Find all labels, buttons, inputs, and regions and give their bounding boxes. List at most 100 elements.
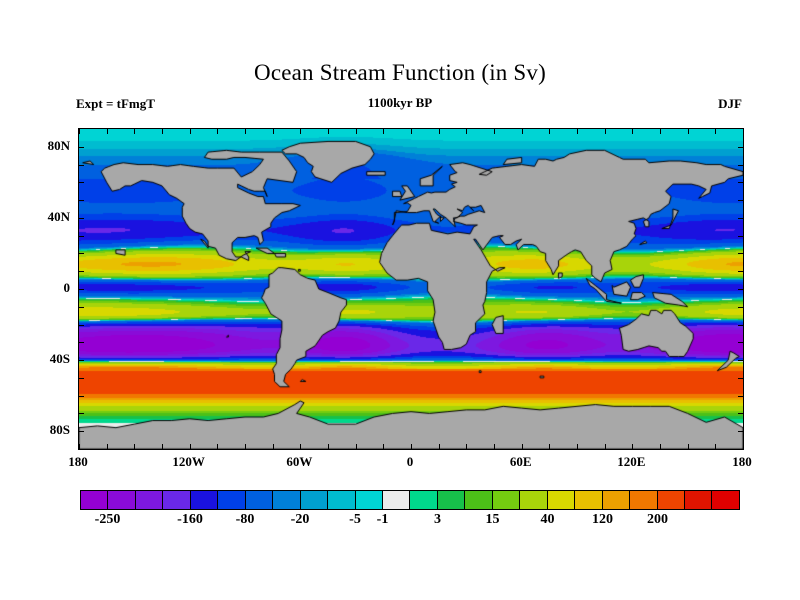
colorbar-segment [575, 491, 603, 509]
axis-tick-latitude [738, 431, 743, 432]
x-axis-label: 120W [172, 454, 205, 469]
x-axis-label: 60E [509, 454, 532, 469]
axis-tick-latitude [738, 200, 743, 201]
axis-tick-latitude [738, 413, 743, 414]
axis-tick-longitude [245, 444, 246, 449]
colorbar-tick-label: -5 [349, 512, 361, 527]
axis-tick-latitude [738, 289, 743, 290]
colorbar-segment [657, 491, 685, 509]
axis-tick-longitude [522, 129, 523, 134]
colorbar-segments [80, 490, 740, 510]
axis-tick-longitude [632, 129, 633, 134]
colorbar-segment [437, 491, 466, 509]
page-title: Ocean Stream Function (in Sv) [254, 60, 546, 85]
axis-tick-latitude [79, 271, 84, 272]
axis-tick-latitude [79, 200, 84, 201]
axis-tick-longitude [632, 444, 633, 449]
y-axis-label: 40S [49, 351, 70, 367]
colorbar [80, 490, 740, 510]
axis-tick-longitude [190, 129, 191, 134]
axis-tick-longitude [79, 444, 80, 449]
colorbar-segment [81, 491, 109, 509]
axis-tick-latitude [738, 182, 743, 183]
x-axis-label: 180 [68, 454, 88, 469]
axis-tick-latitude [79, 342, 84, 343]
ocean-stream-function-map [78, 128, 744, 450]
colorbar-segment [108, 491, 136, 509]
axis-tick-latitude [79, 396, 84, 397]
axis-tick-longitude [411, 129, 412, 134]
axis-tick-longitude [328, 129, 329, 134]
axis-tick-longitude [79, 129, 80, 134]
map-field-canvas [79, 129, 743, 449]
colorbar-segment [630, 491, 658, 509]
axis-tick-latitude [79, 253, 84, 254]
colorbar-segment [190, 491, 219, 509]
axis-tick-latitude [738, 360, 743, 361]
axis-tick-longitude [411, 444, 412, 449]
axis-tick-longitude [107, 444, 108, 449]
axis-tick-latitude [79, 413, 84, 414]
axis-tick-longitude [660, 444, 661, 449]
axis-tick-longitude [605, 444, 606, 449]
axis-tick-latitude [79, 147, 84, 148]
axis-tick-longitude [439, 129, 440, 134]
colorbar-segment [465, 491, 493, 509]
colorbar-segment [684, 491, 713, 509]
axis-tick-longitude [356, 129, 357, 134]
axis-tick-latitude [738, 325, 743, 326]
axis-tick-longitude [245, 129, 246, 134]
axis-tick-latitude [738, 165, 743, 166]
axis-tick-latitude [79, 378, 84, 379]
colorbar-segment [218, 491, 246, 509]
y-axis-label: 0 [63, 280, 71, 295]
colorbar-tick-label: 40 [540, 512, 555, 527]
axis-tick-longitude [162, 129, 163, 134]
colorbar-segment [355, 491, 383, 509]
axis-tick-latitude [738, 307, 743, 308]
axis-tick-latitude [79, 182, 84, 183]
colorbar-segment [163, 491, 191, 509]
y-axis-label: 80N [47, 137, 70, 153]
colorbar-segment [602, 491, 631, 509]
colorbar-segment [712, 491, 739, 509]
chart-subtitle: 1100kyr BP [367, 95, 433, 110]
axis-tick-longitude [743, 129, 744, 134]
axis-tick-longitude [549, 129, 550, 134]
axis-tick-longitude [522, 444, 523, 449]
axis-tick-latitude [738, 147, 743, 148]
axis-tick-latitude [79, 289, 84, 290]
axis-tick-longitude [190, 444, 191, 449]
axis-tick-longitude [549, 444, 550, 449]
colorbar-tick-label: 3 [434, 512, 441, 527]
axis-tick-longitude [273, 129, 274, 134]
axis-tick-latitude [738, 378, 743, 379]
axis-tick-longitude [217, 129, 218, 134]
axis-tick-longitude [577, 444, 578, 449]
y-axis-label: 80S [49, 422, 70, 438]
axis-tick-latitude [79, 218, 84, 219]
axis-tick-longitude [356, 444, 357, 449]
axis-tick-longitude [715, 444, 716, 449]
axis-tick-longitude [439, 444, 440, 449]
axis-tick-latitude [738, 253, 743, 254]
axis-tick-longitude [494, 129, 495, 134]
axis-tick-longitude [743, 444, 744, 449]
x-axis-label: 0 [406, 454, 414, 469]
colorbar-tick-label: 15 [485, 512, 500, 527]
axis-tick-longitude [688, 129, 689, 134]
axis-tick-longitude [328, 444, 329, 449]
axis-tick-longitude [134, 129, 135, 134]
axis-tick-latitude [738, 218, 743, 219]
axis-tick-latitude [79, 165, 84, 166]
axis-tick-longitude [715, 129, 716, 134]
axis-tick-longitude [273, 444, 274, 449]
colorbar-segment [492, 491, 521, 509]
axis-tick-latitude [738, 396, 743, 397]
colorbar-tick-label: 200 [647, 512, 668, 527]
axis-tick-longitude [383, 444, 384, 449]
colorbar-tick-label: -80 [235, 512, 255, 527]
x-axis-label: 60W [286, 454, 313, 469]
axis-tick-latitude [738, 236, 743, 237]
colorbar-tick-label: -250 [94, 512, 121, 527]
